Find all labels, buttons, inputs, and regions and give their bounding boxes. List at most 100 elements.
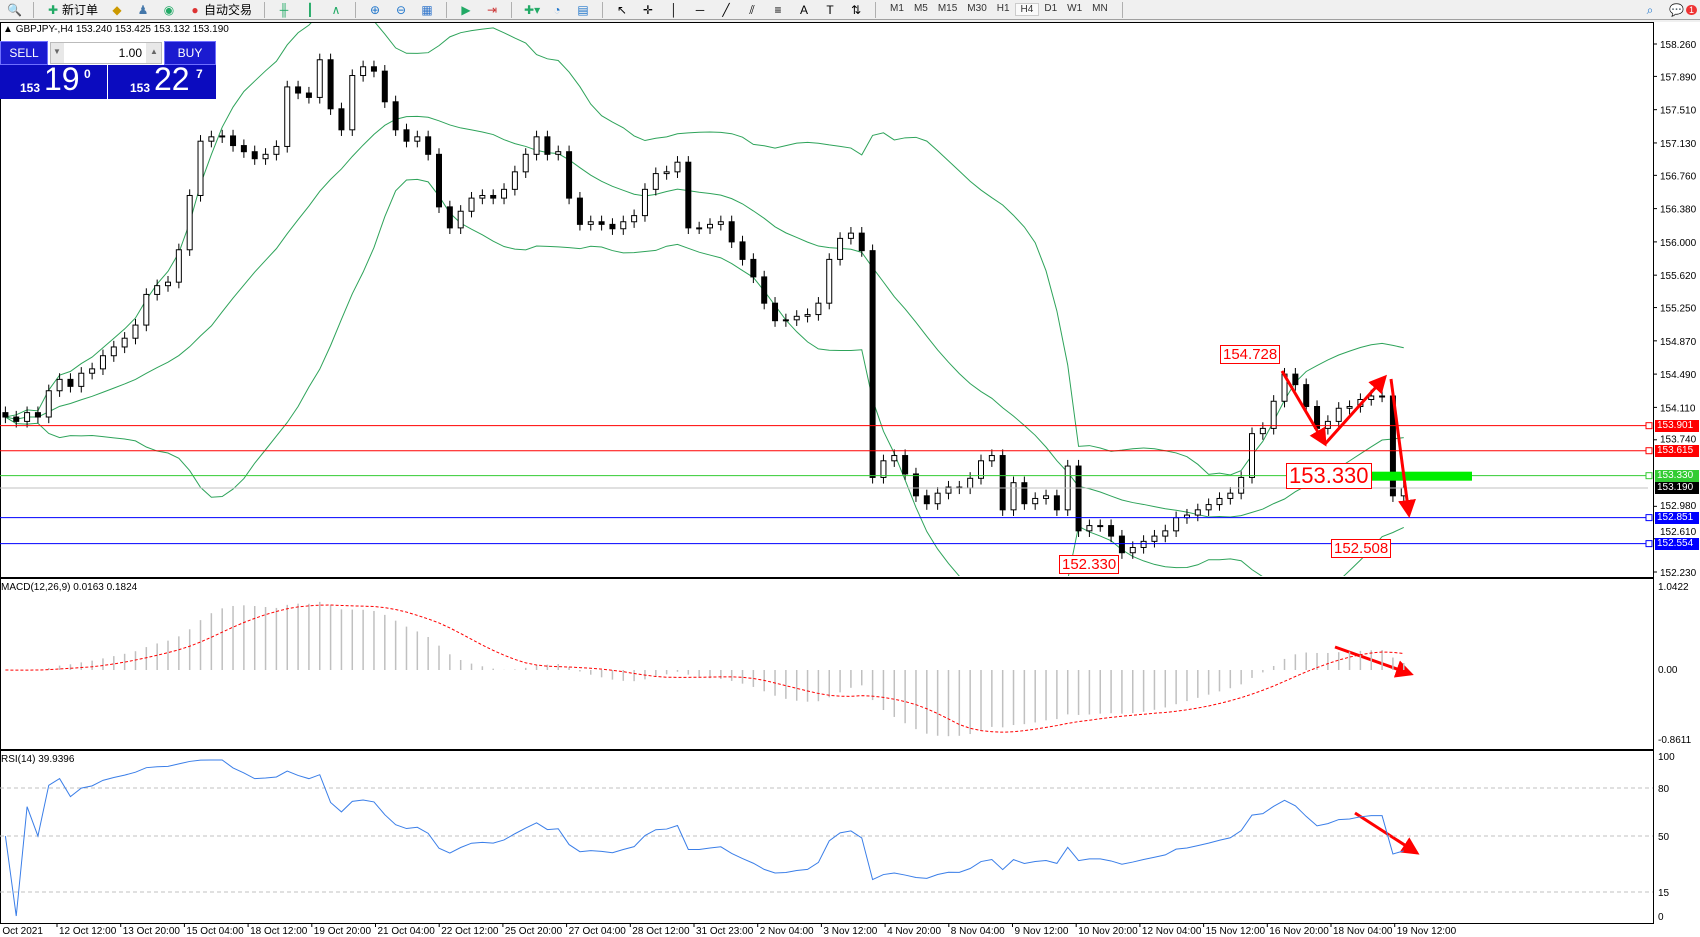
candle bbox=[511, 165, 518, 196]
candle-body bbox=[815, 302, 822, 316]
notifications-button[interactable]: 💬 1 bbox=[1666, 1, 1700, 19]
templates-button[interactable]: ▤ bbox=[573, 1, 593, 19]
signals-button[interactable]: ◉ bbox=[159, 1, 179, 19]
candle-body bbox=[132, 324, 139, 339]
timeframe-mn[interactable]: MN bbox=[1092, 3, 1108, 14]
candle bbox=[620, 215, 627, 235]
candle bbox=[576, 191, 583, 231]
new-order-button[interactable]: ✚ 新订单 bbox=[47, 2, 99, 18]
price-tick-label: 152.230 bbox=[1660, 568, 1697, 579]
timeframe-h4[interactable]: H4 bbox=[1014, 3, 1040, 16]
lot-size-input[interactable]: 1.00 bbox=[64, 43, 146, 63]
sell-price[interactable]: 153 19 0 bbox=[0, 61, 107, 99]
price-label-153.901: 153.901 bbox=[1655, 419, 1699, 432]
indicators-button[interactable]: ✚▾ bbox=[521, 1, 541, 19]
candle bbox=[826, 253, 833, 310]
timeframe-w1[interactable]: W1 bbox=[1067, 3, 1083, 14]
chart-window[interactable]: 158.260 157.890 157.510 157.130 156.760 156.3… bbox=[0, 22, 1700, 937]
price-tick-label: 156.380 bbox=[1660, 205, 1697, 216]
candle bbox=[847, 227, 854, 245]
candle bbox=[772, 297, 779, 327]
candle-body bbox=[436, 153, 442, 208]
candle bbox=[685, 156, 692, 235]
candle bbox=[1162, 524, 1169, 543]
shift-icon: ⇥ bbox=[487, 2, 498, 17]
timeframe-m5[interactable]: M5 bbox=[913, 3, 928, 14]
candle-body bbox=[327, 59, 334, 110]
candle-body bbox=[880, 460, 887, 478]
zoom-in-button[interactable]: ⊕ bbox=[365, 1, 385, 19]
candle bbox=[978, 454, 984, 485]
crosshair-button[interactable]: ✛ bbox=[638, 1, 658, 19]
tile-button[interactable]: ▦ bbox=[417, 1, 437, 19]
time-label: 13 Oct 20:00 bbox=[123, 926, 181, 937]
timeframe-m1[interactable]: M1 bbox=[890, 3, 904, 14]
timeframe-m15[interactable]: M15 bbox=[937, 3, 958, 14]
annotation-low-right[interactable]: 152.508 bbox=[1331, 539, 1392, 558]
channel-button[interactable]: ⫽ bbox=[742, 1, 762, 19]
zoom-icon[interactable]: 🔍 bbox=[7, 2, 22, 17]
candle bbox=[1032, 492, 1039, 510]
buy-button[interactable]: BUY bbox=[164, 41, 216, 65]
fibonacci-button[interactable]: ≡ bbox=[768, 1, 788, 19]
time-label: 22 Oct 12:00 bbox=[441, 926, 499, 937]
rsi-tick-label: 100 bbox=[1658, 752, 1675, 763]
annotation-mid[interactable]: 153.330 bbox=[1286, 463, 1372, 489]
candle-body bbox=[1162, 530, 1169, 537]
toolbar: 🔍 ✚ 新订单 ◆ ♟ ◉ ● 自动交易 ╫ ┃ ∧ ⊕ ⊖ ▦ ▶ ⇥ ✚▾ ◔ … bbox=[0, 0, 1700, 20]
search-button[interactable]: ⌕ bbox=[1640, 1, 1660, 19]
annotation-low-left[interactable]: 152.330 bbox=[1059, 555, 1120, 574]
plus-icon: ✚ bbox=[47, 2, 59, 17]
chart-canvas[interactable]: 158.260 157.890 157.510 157.130 156.760 156.3… bbox=[0, 22, 1700, 937]
time-label: 27 Oct 04:00 bbox=[569, 926, 627, 937]
candle-body bbox=[511, 171, 518, 190]
price-label-153.190: 153.190 bbox=[1655, 481, 1699, 494]
candle-body bbox=[837, 237, 844, 260]
candle-body bbox=[1270, 400, 1277, 429]
auto-trading-button[interactable]: ● 自动交易 bbox=[185, 1, 255, 19]
vertical-line-button[interactable]: │ bbox=[664, 1, 684, 19]
candle-chart-button[interactable]: ┃ bbox=[300, 1, 320, 19]
timeframe-h1[interactable]: H1 bbox=[996, 3, 1010, 14]
time-label: 3 Nov 12:00 bbox=[823, 926, 877, 937]
lot-increase-icon[interactable]: ▲ bbox=[150, 47, 158, 56]
zoom-out-button[interactable]: ⊖ bbox=[391, 1, 411, 19]
bollinger-upper bbox=[5, 23, 1404, 476]
candle bbox=[522, 148, 529, 178]
periods-button[interactable]: ◔ bbox=[547, 1, 567, 19]
arrows-button[interactable]: ⇅ bbox=[846, 1, 866, 19]
annotation-high[interactable]: 154.728 bbox=[1220, 345, 1281, 364]
autoscroll-button[interactable]: ▶ bbox=[456, 1, 476, 19]
timeframe-d1[interactable]: D1 bbox=[1044, 3, 1058, 14]
timeframe-m30[interactable]: M30 bbox=[967, 3, 987, 14]
text-button[interactable]: A bbox=[794, 1, 814, 19]
bar-chart-button[interactable]: ╫ bbox=[274, 1, 294, 19]
time-label: 15 Oct 04:00 bbox=[186, 926, 244, 937]
candle-body bbox=[902, 455, 909, 475]
candle bbox=[739, 235, 746, 266]
lot-decrease-icon[interactable]: ▼ bbox=[53, 47, 61, 56]
rsi-line bbox=[4, 759, 1404, 917]
candle bbox=[370, 60, 377, 78]
candle bbox=[13, 410, 20, 428]
horizontal-line-button[interactable]: ─ bbox=[690, 1, 710, 19]
candle-body bbox=[67, 378, 74, 387]
signal-icon: ◉ bbox=[163, 2, 175, 17]
line-chart-button[interactable]: ∧ bbox=[326, 1, 346, 19]
add-indicator-icon: ✚▾ bbox=[524, 2, 541, 17]
buy-price[interactable]: 153 22 7 bbox=[108, 61, 216, 99]
history-button[interactable]: ◆ bbox=[107, 1, 127, 19]
candle bbox=[1151, 529, 1158, 548]
chart-shift-button[interactable]: ⇥ bbox=[482, 1, 502, 19]
candle bbox=[132, 318, 139, 345]
candle-body bbox=[1053, 495, 1060, 511]
text-label-button[interactable]: T bbox=[820, 1, 840, 19]
candle bbox=[468, 191, 475, 218]
sell-button[interactable]: SELL bbox=[0, 41, 48, 65]
trendline-button[interactable]: ╱ bbox=[716, 1, 736, 19]
cursor-button[interactable]: ↖ bbox=[612, 1, 632, 19]
candle bbox=[728, 215, 735, 249]
candle bbox=[1108, 519, 1115, 543]
candle bbox=[403, 123, 410, 148]
terminal-button[interactable]: ♟ bbox=[133, 1, 153, 19]
